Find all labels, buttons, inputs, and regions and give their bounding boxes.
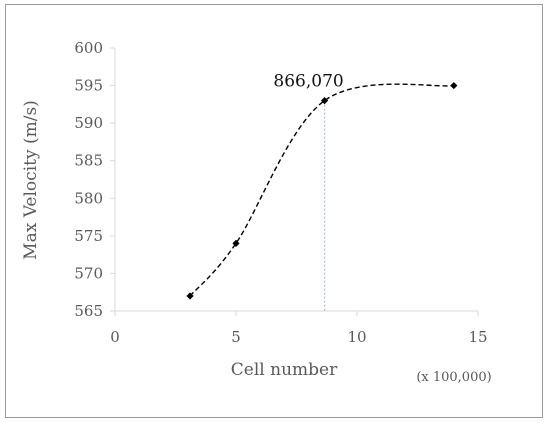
y-tick-label: 600	[74, 39, 103, 57]
data-point	[320, 97, 329, 105]
y-tick-label: 585	[74, 152, 103, 170]
x-unit-label: (x 100,000)	[416, 370, 491, 385]
x-tick-label: 15	[468, 328, 487, 346]
y-tick-label: 575	[74, 227, 103, 245]
y-tick-label: 595	[74, 77, 103, 95]
y-tick-label: 565	[74, 302, 103, 320]
y-tick-label: 590	[74, 114, 103, 132]
x-tick-label: 0	[110, 328, 120, 346]
axes	[110, 47, 479, 316]
x-axis-title: Cell number	[231, 360, 338, 380]
data-point	[232, 239, 240, 247]
y-tick-label: 580	[74, 189, 103, 207]
x-tick-label: 10	[347, 328, 366, 346]
chart-frame	[5, 4, 543, 418]
labels: 565 570 575 580 585 590 595 600 0 5 10 15 866,070	[74, 39, 487, 346]
x-tick-label: 5	[231, 328, 241, 346]
data-point	[186, 292, 194, 300]
plot-area	[186, 81, 458, 311]
series-line	[189, 83, 454, 297]
data-point	[450, 81, 458, 90]
annotation-label: 866,070	[273, 72, 343, 92]
y-tick-label: 570	[74, 264, 103, 282]
y-axis-title: Max Velocity (m/s)	[21, 100, 41, 260]
